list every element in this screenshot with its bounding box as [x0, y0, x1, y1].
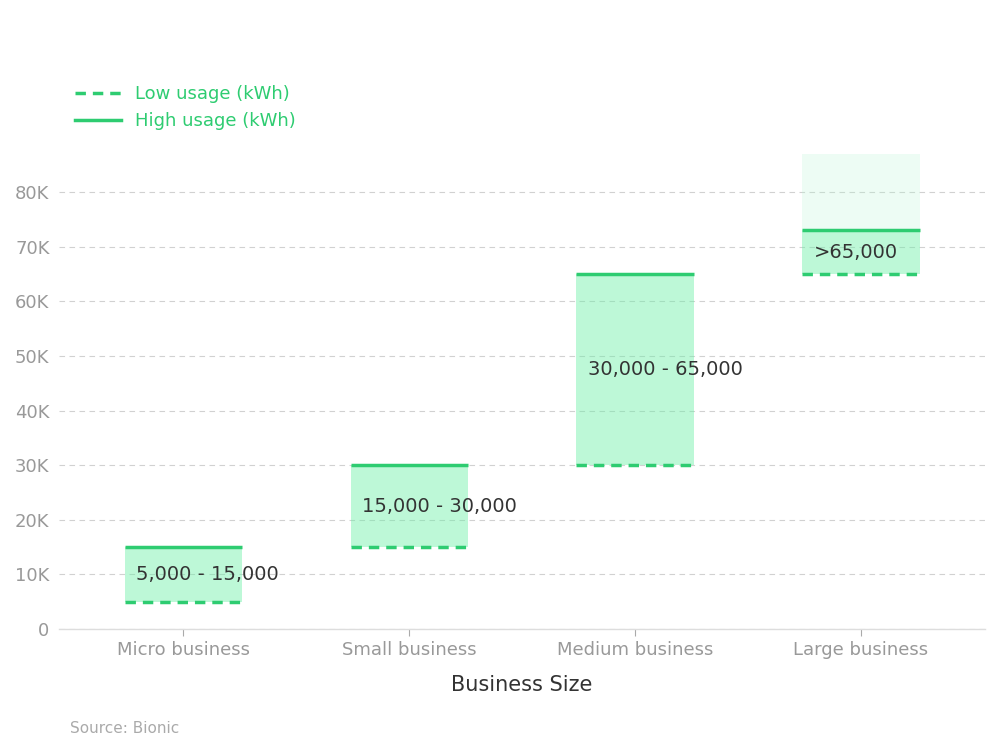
Legend: Low usage (kWh), High usage (kWh): Low usage (kWh), High usage (kWh) [68, 78, 303, 137]
Text: 30,000 - 65,000: 30,000 - 65,000 [588, 360, 742, 379]
Text: >65,000: >65,000 [813, 243, 898, 262]
Text: Source: Bionic: Source: Bionic [70, 721, 179, 736]
Bar [576, 274, 694, 465]
Bar [351, 465, 468, 547]
Text: 5,000 - 15,000: 5,000 - 15,000 [136, 565, 279, 584]
Bar [802, 154, 920, 230]
Bar [802, 230, 920, 274]
Text: 15,000 - 30,000: 15,000 - 30,000 [362, 497, 517, 516]
X-axis label: Business Size: Business Size [451, 676, 593, 696]
Bar [125, 547, 242, 602]
